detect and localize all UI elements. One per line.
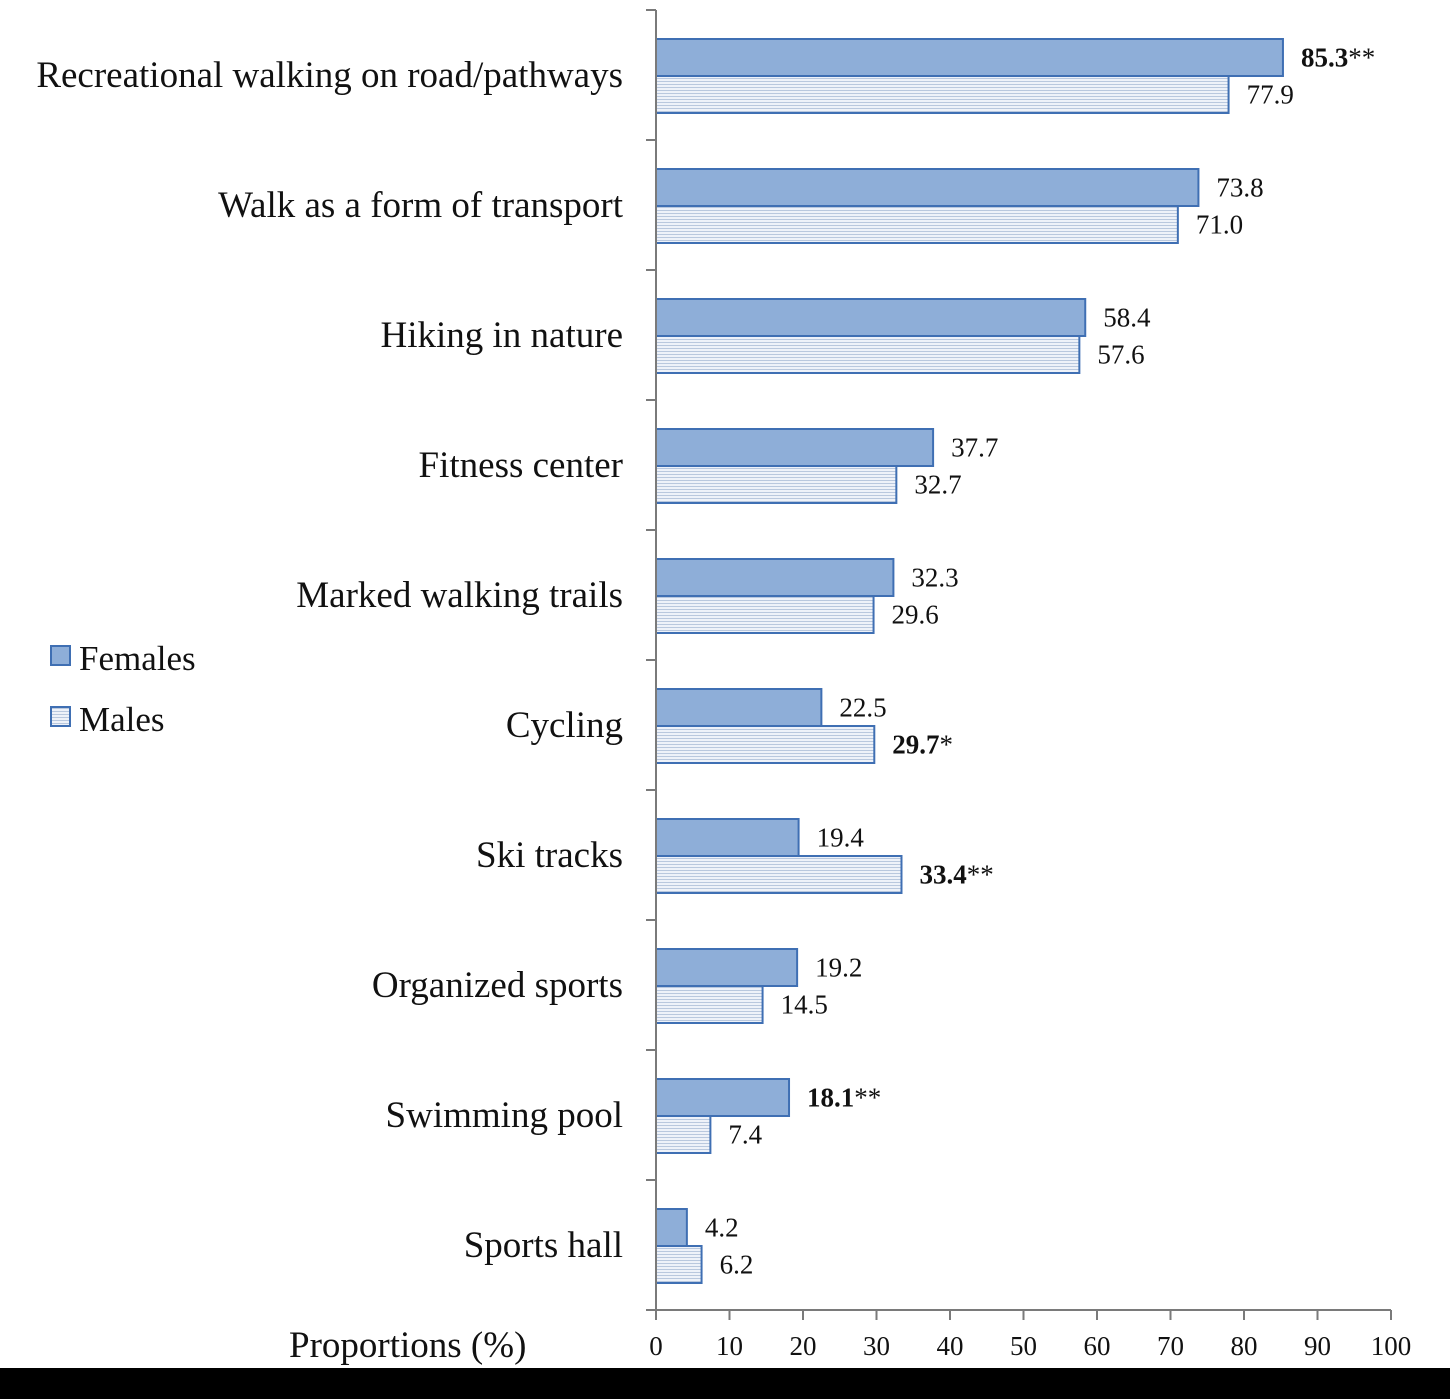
data-label-males: 29.6 bbox=[892, 600, 939, 630]
x-tick-label: 0 bbox=[649, 1331, 663, 1361]
category-label: Swimming pool bbox=[386, 1095, 623, 1136]
category-label: Recreational walking on road/pathways bbox=[36, 55, 623, 96]
category-label: Hiking in nature bbox=[380, 315, 623, 356]
x-tick-label: 70 bbox=[1157, 1331, 1184, 1361]
data-label-females: 22.5 bbox=[839, 693, 886, 723]
x-tick-label: 20 bbox=[790, 1331, 817, 1361]
x-tick-label: 10 bbox=[716, 1331, 743, 1361]
data-label-males: 57.6 bbox=[1097, 340, 1144, 370]
bar-males bbox=[655, 1115, 712, 1154]
bar-females bbox=[655, 948, 799, 987]
data-label-females: 32.3 bbox=[911, 563, 958, 593]
data-label-females: 85.3** bbox=[1301, 43, 1375, 73]
bar-females bbox=[655, 1078, 791, 1117]
legend-label-females: Females bbox=[79, 639, 196, 678]
data-label-females: 19.2 bbox=[815, 953, 862, 983]
data-label-males: 6.2 bbox=[720, 1250, 754, 1280]
legend-swatch-males bbox=[50, 706, 71, 727]
bar-males bbox=[655, 465, 898, 504]
data-label-males: 77.9 bbox=[1247, 80, 1294, 110]
legend-label-males: Males bbox=[79, 700, 165, 739]
bar-males bbox=[655, 205, 1179, 244]
x-tick-label: 50 bbox=[1010, 1331, 1037, 1361]
data-label-females: 58.4 bbox=[1103, 303, 1151, 333]
data-label-females: 18.1** bbox=[807, 1083, 881, 1113]
bar-males bbox=[655, 725, 876, 764]
data-label-males: 32.7 bbox=[914, 470, 961, 500]
data-label-males: 71.0 bbox=[1196, 210, 1243, 240]
bar-chart: Recreational walking on road/pathways 85.… bbox=[36, 9, 1412, 1366]
legend-swatch-females bbox=[50, 645, 71, 666]
bar-males bbox=[655, 1245, 703, 1284]
category-label: Marked walking trails bbox=[296, 575, 623, 616]
bar-females bbox=[655, 558, 895, 597]
category-label: Cycling bbox=[506, 705, 623, 746]
data-label-females: 19.4 bbox=[817, 823, 865, 853]
x-tick-label: 40 bbox=[937, 1331, 964, 1361]
x-tick-label: 100 bbox=[1371, 1331, 1412, 1361]
data-label-females: 37.7 bbox=[951, 433, 998, 463]
bar-females bbox=[655, 1208, 688, 1247]
data-label-males: 14.5 bbox=[781, 990, 828, 1020]
data-label-females: 73.8 bbox=[1216, 173, 1263, 203]
bar-females bbox=[655, 298, 1087, 337]
category-label: Fitness center bbox=[419, 445, 623, 486]
bar-males bbox=[655, 595, 875, 634]
x-tick-label: 30 bbox=[863, 1331, 890, 1361]
bar-females bbox=[655, 428, 935, 467]
x-axis-title: Proportions (%) bbox=[289, 1325, 526, 1366]
bar-males bbox=[655, 985, 764, 1024]
data-label-males: 7.4 bbox=[728, 1120, 762, 1150]
bottom-black-band bbox=[0, 1368, 1450, 1399]
category-label: Walk as a form of transport bbox=[218, 185, 624, 226]
x-tick-label: 80 bbox=[1231, 1331, 1258, 1361]
bar-males bbox=[655, 855, 903, 894]
bar-females bbox=[655, 38, 1284, 77]
data-label-males: 29.7* bbox=[892, 730, 953, 760]
category-label: Ski tracks bbox=[476, 835, 623, 876]
x-tick-label: 60 bbox=[1084, 1331, 1111, 1361]
chart-frame: Recreational walking on road/pathways 85.… bbox=[36, 9, 1412, 1366]
category-label: Organized sports bbox=[372, 965, 623, 1006]
bar-males bbox=[655, 75, 1230, 114]
category-label: Sports hall bbox=[464, 1225, 623, 1266]
bar-females bbox=[655, 818, 800, 857]
x-tick-label: 90 bbox=[1304, 1331, 1331, 1361]
bar-females bbox=[655, 688, 823, 727]
bar-females bbox=[655, 168, 1200, 207]
data-label-females: 4.2 bbox=[705, 1213, 739, 1243]
data-label-males: 33.4** bbox=[919, 860, 993, 890]
bar-males bbox=[655, 335, 1081, 374]
